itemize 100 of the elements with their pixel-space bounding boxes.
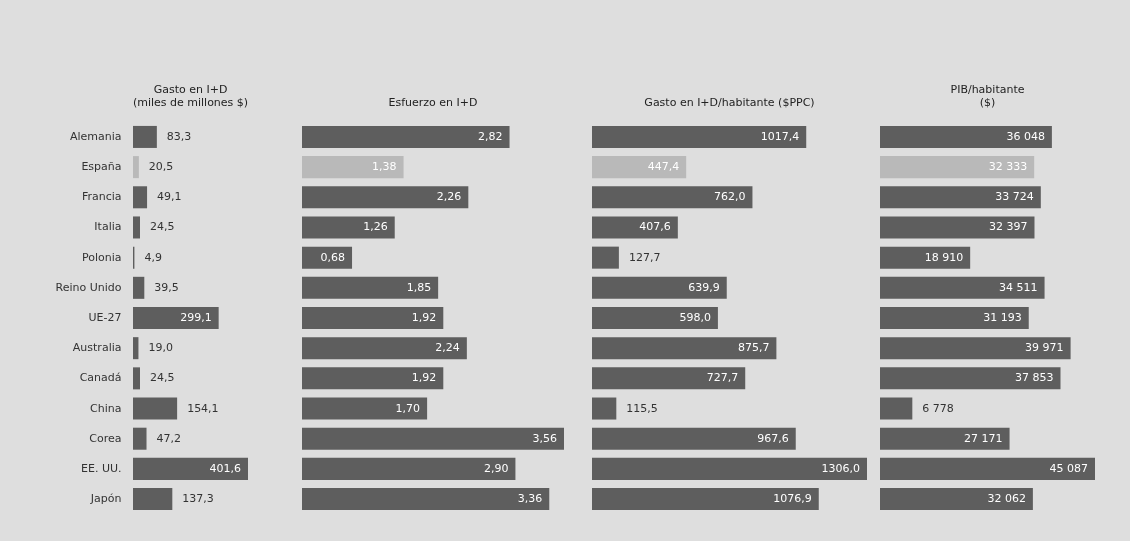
bar [133, 427, 147, 450]
y-tick-label: Japón [89, 492, 122, 506]
bar [592, 125, 807, 148]
bar [302, 186, 469, 209]
data-label: 1017,4 [760, 129, 800, 143]
bar [133, 276, 145, 299]
bar [880, 397, 913, 420]
bar [133, 216, 141, 239]
data-label: 19,0 [148, 341, 173, 355]
bar [592, 367, 746, 390]
data-label: 49,1 [157, 190, 182, 204]
data-label: 407,6 [639, 220, 671, 234]
data-label: 1,92 [411, 371, 437, 385]
bar [133, 488, 173, 511]
data-label: 39 971 [1025, 341, 1064, 355]
data-label: 2,24 [435, 341, 460, 355]
data-label: 24,5 [150, 220, 175, 234]
bar [133, 156, 139, 179]
bar [302, 216, 395, 239]
bar [592, 337, 777, 360]
data-label: 36 048 [1006, 129, 1045, 143]
bar [880, 156, 1035, 179]
bar [302, 276, 439, 299]
y-tick-label: UE-27 [88, 311, 122, 324]
bar [133, 457, 248, 480]
data-label: 401,6 [209, 461, 241, 475]
bar [592, 397, 617, 420]
bar [880, 457, 1095, 480]
chart-title: PIB/habitante ($) [950, 83, 1025, 109]
y-tick-label: Francia [81, 190, 122, 204]
data-label: 154,1 [187, 401, 219, 415]
data-label: 83,3 [166, 129, 192, 143]
bar [880, 246, 971, 269]
data-label: 598,0 [679, 311, 711, 324]
data-label: 32 062 [987, 492, 1026, 506]
bar [302, 427, 564, 450]
data-label: 37 853 [1015, 371, 1054, 385]
data-label: 447,4 [647, 160, 680, 174]
bar [592, 427, 796, 450]
data-label: 299,1 [180, 311, 212, 324]
bar [592, 186, 753, 209]
y-tick-label: China [90, 401, 122, 415]
bar [880, 306, 1029, 330]
bar [302, 337, 467, 360]
bar [880, 427, 1010, 450]
bar [880, 186, 1041, 209]
data-label: 1,70 [395, 401, 421, 415]
bar [880, 216, 1035, 239]
data-label: 137,3 [182, 492, 214, 506]
data-label: 1,92 [411, 311, 437, 324]
y-tick-label: Corea [89, 431, 122, 445]
y-tick-label: EE. UU. [81, 461, 122, 475]
data-label: 33 724 [995, 190, 1034, 204]
bar [302, 125, 510, 148]
data-label: 2,90 [483, 461, 509, 475]
data-label: 31 193 [983, 311, 1022, 324]
data-label: 639,9 [688, 280, 720, 294]
bar [592, 156, 687, 179]
y-tick-label: Polonia [81, 250, 122, 264]
bar [133, 397, 178, 420]
data-label: 1,85 [406, 280, 432, 294]
data-label: 875,7 [737, 341, 770, 355]
data-label: 39,5 [154, 280, 179, 294]
bar [302, 306, 444, 330]
bar [592, 306, 718, 330]
bar [592, 246, 619, 269]
bar [302, 488, 550, 511]
bar [592, 488, 819, 511]
bar [133, 125, 157, 148]
data-label: 727,7 [706, 371, 739, 385]
chart-title: Gasto en I+D/habitante ($PPC) [644, 96, 815, 109]
bar [880, 276, 1045, 299]
data-label: 127,7 [628, 250, 661, 264]
y-tick-label: Reino Unido [55, 280, 122, 294]
data-label: 47,2 [156, 431, 182, 445]
y-tick-label: España [81, 160, 122, 174]
data-label: 1,26 [363, 220, 388, 234]
bar [592, 457, 867, 480]
bar [302, 457, 516, 480]
data-label: 2,82 [478, 129, 503, 143]
y-tick-label: Canadá [79, 371, 122, 385]
y-tick-label: Italia [94, 220, 122, 234]
bar [880, 337, 1071, 360]
data-label: 34 511 [999, 280, 1038, 294]
data-label: 24,5 [150, 371, 175, 385]
bar [592, 216, 678, 239]
data-label: 967,6 [757, 431, 789, 445]
bar [302, 397, 428, 420]
data-label: 1,38 [372, 160, 397, 174]
bar [133, 186, 148, 209]
data-label: 6 778 [922, 401, 954, 415]
data-label: 4,9 [144, 250, 162, 264]
data-label: 1076,9 [773, 492, 812, 506]
data-label: 115,5 [626, 401, 658, 415]
data-label: 20,5 [148, 160, 174, 174]
bar [880, 488, 1033, 511]
y-tick-label: Australia [72, 341, 122, 355]
data-label: 3,36 [517, 492, 543, 506]
data-label: 3,56 [532, 431, 557, 445]
bar [880, 125, 1052, 148]
